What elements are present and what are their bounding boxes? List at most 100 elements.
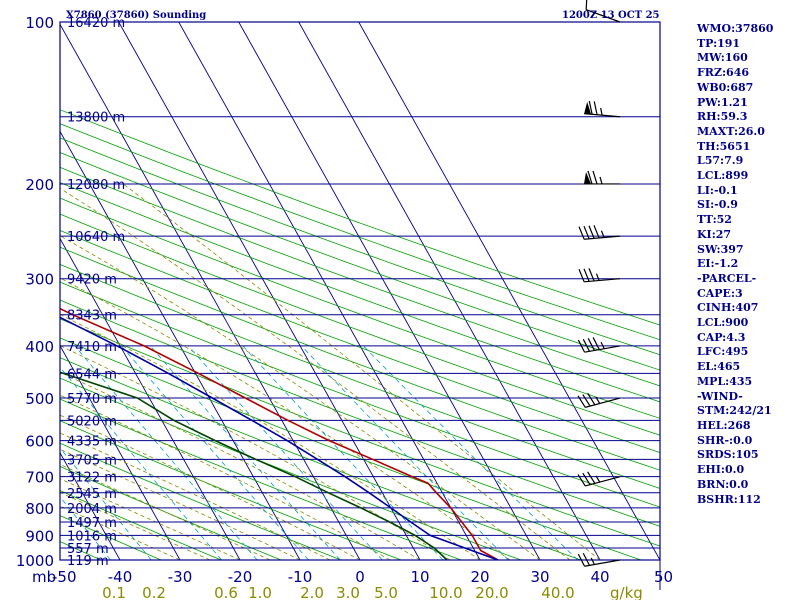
- wind-barb-full: [585, 0, 588, 10]
- index-value: LCL:899: [697, 169, 749, 183]
- temperature-tick-label: 40: [590, 568, 609, 586]
- wind-barb-full: [583, 268, 590, 282]
- wind-barb-half: [595, 273, 600, 281]
- moist-adiabat-line: [60, 371, 421, 560]
- mixing-ratio-tick-label: 20.0: [475, 584, 508, 600]
- height-label: 12080 m: [67, 178, 125, 193]
- index-value: SHR-:0.0: [697, 433, 753, 447]
- wind-barb-column: [577, 0, 621, 567]
- index-value: BSHR:112: [697, 492, 761, 506]
- wind-barb-pennant: [584, 101, 592, 115]
- height-label: 5020 m: [67, 414, 117, 429]
- index-value: TT:52: [697, 213, 732, 227]
- temperature-tick-label: 0: [355, 568, 365, 586]
- isotherm-line: [358, 22, 660, 560]
- index-value: KI:27: [697, 227, 732, 241]
- wind-barb-pennant: [584, 171, 591, 184]
- height-label: 5770 m: [67, 392, 117, 407]
- isotherm-line: [238, 22, 541, 560]
- temperature-tick-label: -30: [168, 568, 193, 586]
- index-value: MW:160: [697, 51, 748, 65]
- index-value: EL:465: [697, 360, 741, 374]
- pressure-tick-label: 200: [25, 176, 54, 194]
- temperature-line: [60, 307, 499, 560]
- mixing-ratio-line: [301, 345, 509, 560]
- index-value: HEL:268: [697, 418, 751, 432]
- wind-barb-icon: [584, 170, 620, 185]
- dry-adiabat-line: [60, 137, 660, 356]
- wind-barb-staff: [584, 559, 621, 567]
- height-label: 13800 m: [67, 111, 125, 126]
- wind-barb-full: [587, 338, 595, 351]
- index-value: TH:5651: [697, 139, 751, 153]
- index-value: PW:1.21: [697, 95, 748, 109]
- wind-barb-full: [587, 170, 593, 185]
- dry-adiabat-line: [60, 182, 660, 403]
- plot-frame: [59, 21, 661, 590]
- height-label: 6544 m: [67, 367, 117, 382]
- dry-adiabat-line: [60, 213, 660, 436]
- index-value: STM:242/21: [697, 404, 772, 418]
- isotherm-line: [298, 22, 601, 560]
- wind-barb-full: [577, 474, 586, 487]
- pressure-tick-label: 700: [25, 469, 54, 487]
- pressure-tick-label: 900: [25, 527, 54, 545]
- index-value: -WIND-: [697, 389, 743, 403]
- wind-barb-half: [595, 396, 601, 404]
- wind-barb-full: [582, 338, 591, 352]
- mixing-ratio-tick-label: 1.0: [248, 584, 272, 600]
- pressure-tick-label: 300: [25, 271, 54, 289]
- wind-barb-staff: [584, 345, 621, 353]
- moist-adiabat-line: [60, 448, 301, 560]
- wind-barb-staff: [585, 476, 621, 487]
- temperature-tick-label: 30: [530, 568, 549, 586]
- isotherm-line: [60, 23, 361, 560]
- wind-barb-icon: [578, 225, 621, 240]
- pressure-tick-label: 1000: [16, 552, 54, 570]
- wind-barb-full: [583, 225, 590, 240]
- height-label: 8343 m: [67, 309, 117, 324]
- index-value: MPL:435: [697, 374, 753, 388]
- height-label: 7410 m: [67, 340, 117, 355]
- height-label: 1497 m: [67, 516, 117, 531]
- wind-barb-half: [600, 230, 605, 238]
- index-value: -PARCEL-: [697, 271, 757, 285]
- index-value: SW:397: [697, 242, 744, 256]
- wind-barb-half: [600, 341, 605, 349]
- wind-barb-full: [587, 392, 596, 406]
- isotherm-line: [60, 130, 301, 560]
- pressure-tick-label: 500: [25, 390, 54, 408]
- wind-barb-full: [577, 339, 586, 353]
- mixing-ratio-line: [121, 345, 309, 560]
- temperature-tick-label: -20: [228, 568, 253, 586]
- mixing-ratio-tick-label: 3.0: [336, 584, 360, 600]
- pressure-unit-label: mb: [32, 568, 56, 586]
- dry-adiabat-line: [60, 123, 660, 341]
- wind-barb-half: [600, 107, 603, 116]
- wind-barb-full: [582, 394, 591, 407]
- dry-adiabat-line: [60, 281, 660, 508]
- wind-barb-full: [587, 471, 596, 484]
- height-label: 557 m: [67, 542, 109, 557]
- dry-adiabat-line: [60, 166, 660, 387]
- height-label: 2545 m: [67, 487, 117, 502]
- wind-barb-icon: [577, 337, 621, 353]
- dry-adiabat-line: [60, 109, 660, 326]
- wind-barb-full: [582, 472, 591, 486]
- index-value: SRDS:105: [697, 448, 759, 462]
- height-label: 16420 m: [67, 16, 125, 31]
- dewpoint-line: [60, 371, 448, 560]
- wind-barb-icon: [577, 553, 621, 567]
- pressure-tick-label: 100: [25, 14, 54, 32]
- pressure-tick-label: 600: [25, 433, 54, 451]
- index-value: RH:59.3: [697, 110, 748, 124]
- height-label: 10640 m: [67, 230, 125, 245]
- pressure-tick-label: 400: [25, 338, 54, 356]
- temperature-tick-label: -10: [288, 568, 313, 586]
- index-value: SI:-0.9: [697, 198, 738, 212]
- wind-barb-full: [578, 269, 585, 283]
- height-label: 1016 m: [67, 529, 117, 544]
- mixing-ratio-line: [187, 345, 383, 560]
